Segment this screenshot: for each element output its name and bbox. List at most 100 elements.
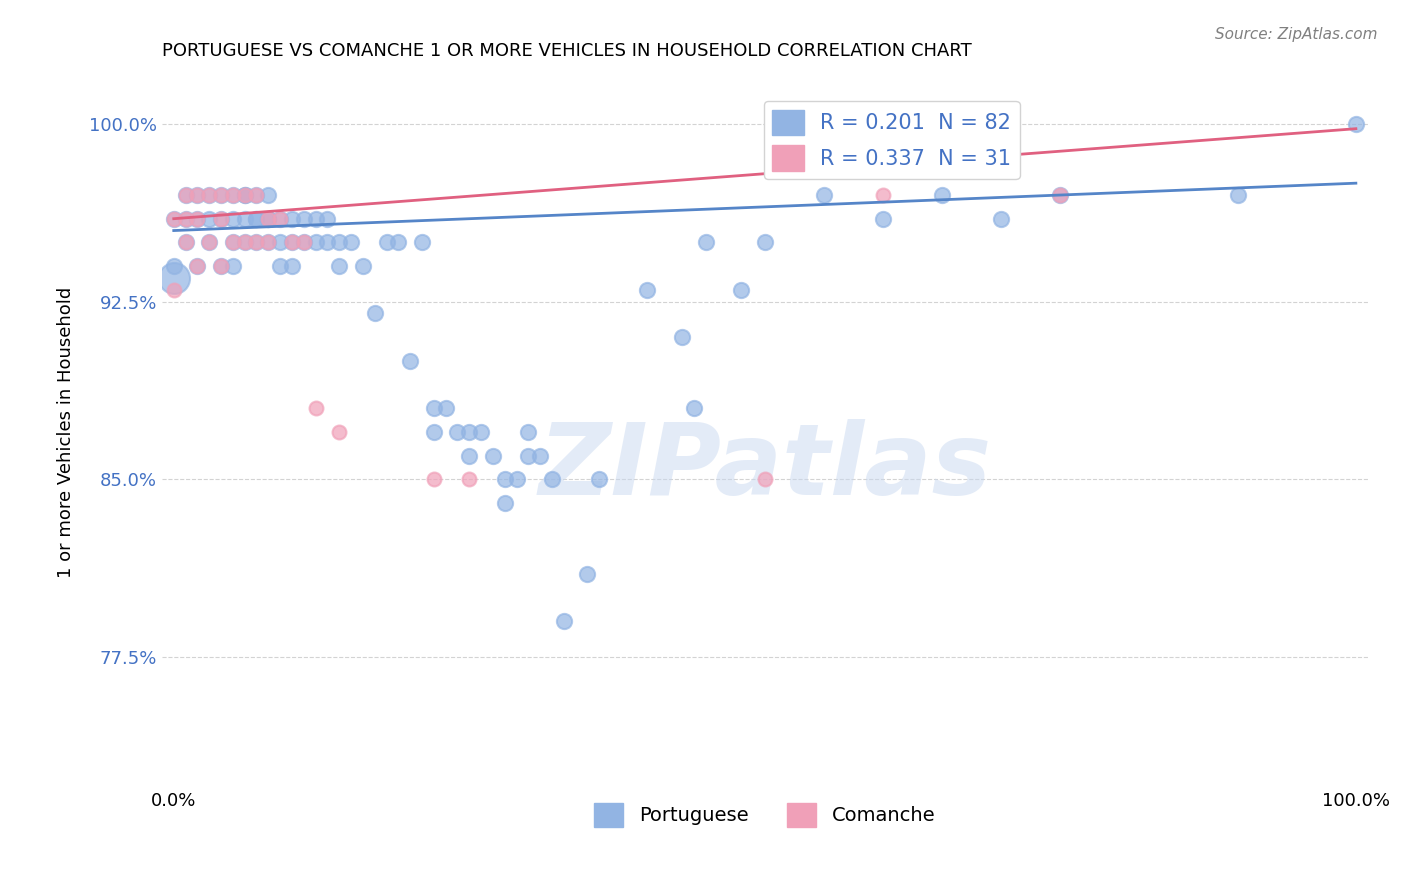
Point	[671, 330, 693, 344]
Point	[186, 211, 208, 226]
Point	[364, 306, 387, 320]
Point	[163, 259, 186, 273]
Y-axis label: 1 or more Vehicles in Household: 1 or more Vehicles in Household	[58, 286, 75, 577]
Point	[174, 188, 197, 202]
Point	[458, 449, 481, 463]
Point	[257, 211, 280, 226]
Point	[222, 235, 245, 250]
Point	[517, 425, 540, 439]
Point	[174, 211, 197, 226]
Point	[174, 188, 197, 202]
Point	[186, 188, 208, 202]
Point	[245, 188, 267, 202]
Point	[423, 425, 446, 439]
Point	[494, 496, 516, 510]
Point	[186, 259, 208, 273]
Point	[505, 472, 527, 486]
Point	[245, 211, 267, 226]
Point	[328, 235, 350, 250]
Point	[269, 235, 291, 250]
Point	[423, 401, 446, 416]
Point	[281, 211, 304, 226]
Point	[186, 259, 208, 273]
Point	[222, 259, 245, 273]
Point	[1049, 188, 1071, 202]
Point	[576, 566, 599, 581]
Point	[209, 259, 232, 273]
Point	[198, 211, 221, 226]
Point	[233, 188, 256, 202]
Point	[186, 211, 208, 226]
Point	[730, 283, 752, 297]
Point	[813, 188, 835, 202]
Point	[257, 235, 280, 250]
Point	[470, 425, 492, 439]
Point	[209, 188, 232, 202]
Point	[186, 188, 208, 202]
Point	[931, 188, 953, 202]
Point	[292, 235, 315, 250]
Point	[754, 472, 776, 486]
Text: Source: ZipAtlas.com: Source: ZipAtlas.com	[1215, 27, 1378, 42]
Point	[198, 235, 221, 250]
Point	[209, 211, 232, 226]
Point	[434, 401, 457, 416]
Point	[281, 235, 304, 250]
Point	[198, 188, 221, 202]
Legend: Portuguese, Comanche: Portuguese, Comanche	[586, 795, 943, 834]
Point	[695, 235, 717, 250]
Point	[553, 615, 575, 629]
Point	[198, 235, 221, 250]
Point	[352, 259, 374, 273]
Text: ZIPatlas: ZIPatlas	[538, 419, 991, 516]
Point	[209, 211, 232, 226]
Point	[281, 259, 304, 273]
Point	[281, 235, 304, 250]
Point	[245, 235, 267, 250]
Point	[222, 188, 245, 202]
Point	[245, 235, 267, 250]
Point	[446, 425, 468, 439]
Point	[257, 211, 280, 226]
Point	[174, 235, 197, 250]
Point	[233, 211, 256, 226]
Point	[222, 188, 245, 202]
Point	[399, 354, 422, 368]
Point	[233, 188, 256, 202]
Point	[292, 235, 315, 250]
Point	[269, 211, 291, 226]
Point	[209, 259, 232, 273]
Point	[163, 283, 186, 297]
Point	[257, 188, 280, 202]
Point	[233, 235, 256, 250]
Point	[198, 188, 221, 202]
Point	[304, 401, 326, 416]
Point	[482, 449, 505, 463]
Point	[517, 449, 540, 463]
Point	[245, 188, 267, 202]
Point	[269, 259, 291, 273]
Point	[163, 211, 186, 226]
Point	[174, 211, 197, 226]
Point	[292, 211, 315, 226]
Point	[458, 425, 481, 439]
Point	[328, 425, 350, 439]
Point	[541, 472, 564, 486]
Point	[375, 235, 398, 250]
Point	[316, 235, 339, 250]
Point	[1344, 117, 1367, 131]
Point	[222, 235, 245, 250]
Point	[316, 211, 339, 226]
Point	[340, 235, 363, 250]
Point	[233, 188, 256, 202]
Point	[233, 235, 256, 250]
Point	[257, 211, 280, 226]
Point	[163, 211, 186, 226]
Point	[174, 235, 197, 250]
Text: PORTUGUESE VS COMANCHE 1 OR MORE VEHICLES IN HOUSEHOLD CORRELATION CHART: PORTUGUESE VS COMANCHE 1 OR MORE VEHICLE…	[162, 42, 972, 60]
Point	[990, 211, 1012, 226]
Point	[683, 401, 706, 416]
Point	[494, 472, 516, 486]
Point	[1226, 188, 1249, 202]
Point	[423, 472, 446, 486]
